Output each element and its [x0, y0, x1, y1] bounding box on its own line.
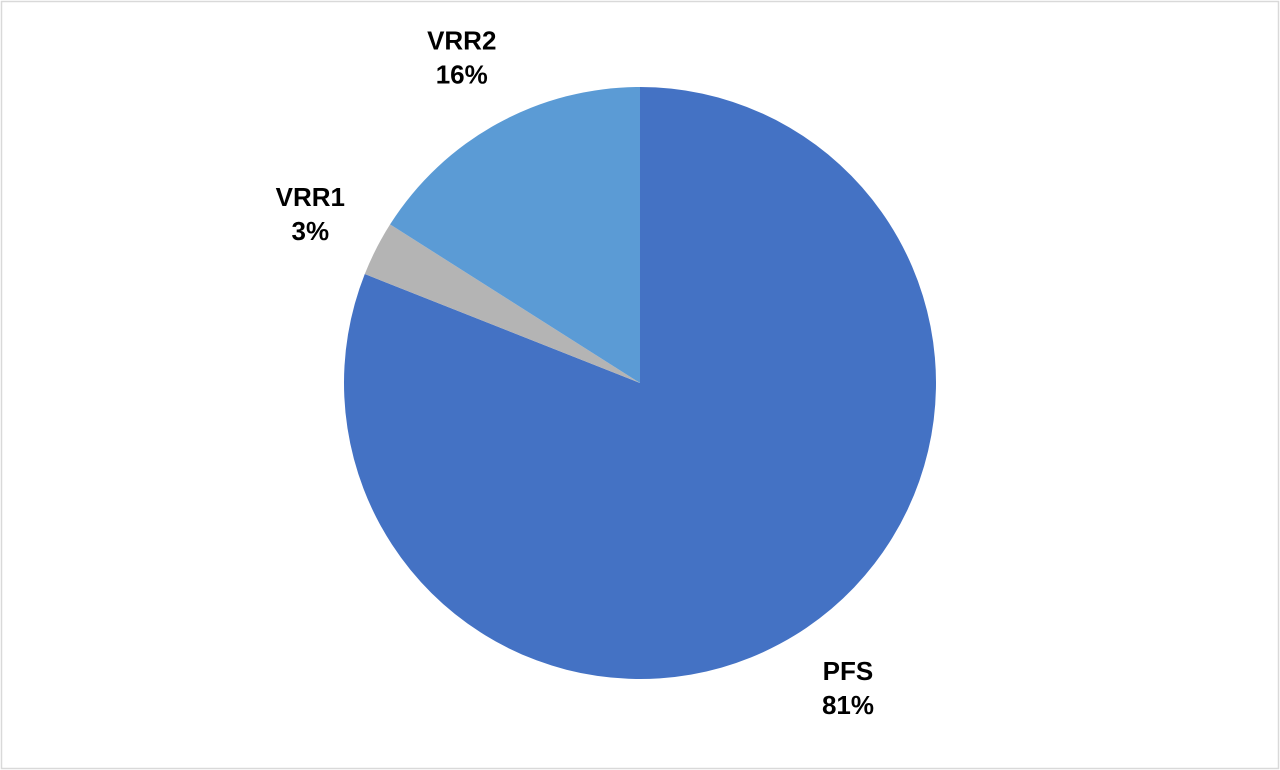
pie-slice — [364, 224, 640, 383]
slice-category-label: PFS — [823, 656, 874, 686]
slice-value-label: 3% — [292, 216, 330, 246]
pie-slice — [390, 86, 640, 383]
slice-value-label: 81% — [822, 690, 874, 720]
slice-category-label: VRR2 — [427, 26, 496, 56]
slice-value-label: 16% — [436, 60, 488, 90]
slice-category-label: VRR1 — [276, 182, 345, 212]
